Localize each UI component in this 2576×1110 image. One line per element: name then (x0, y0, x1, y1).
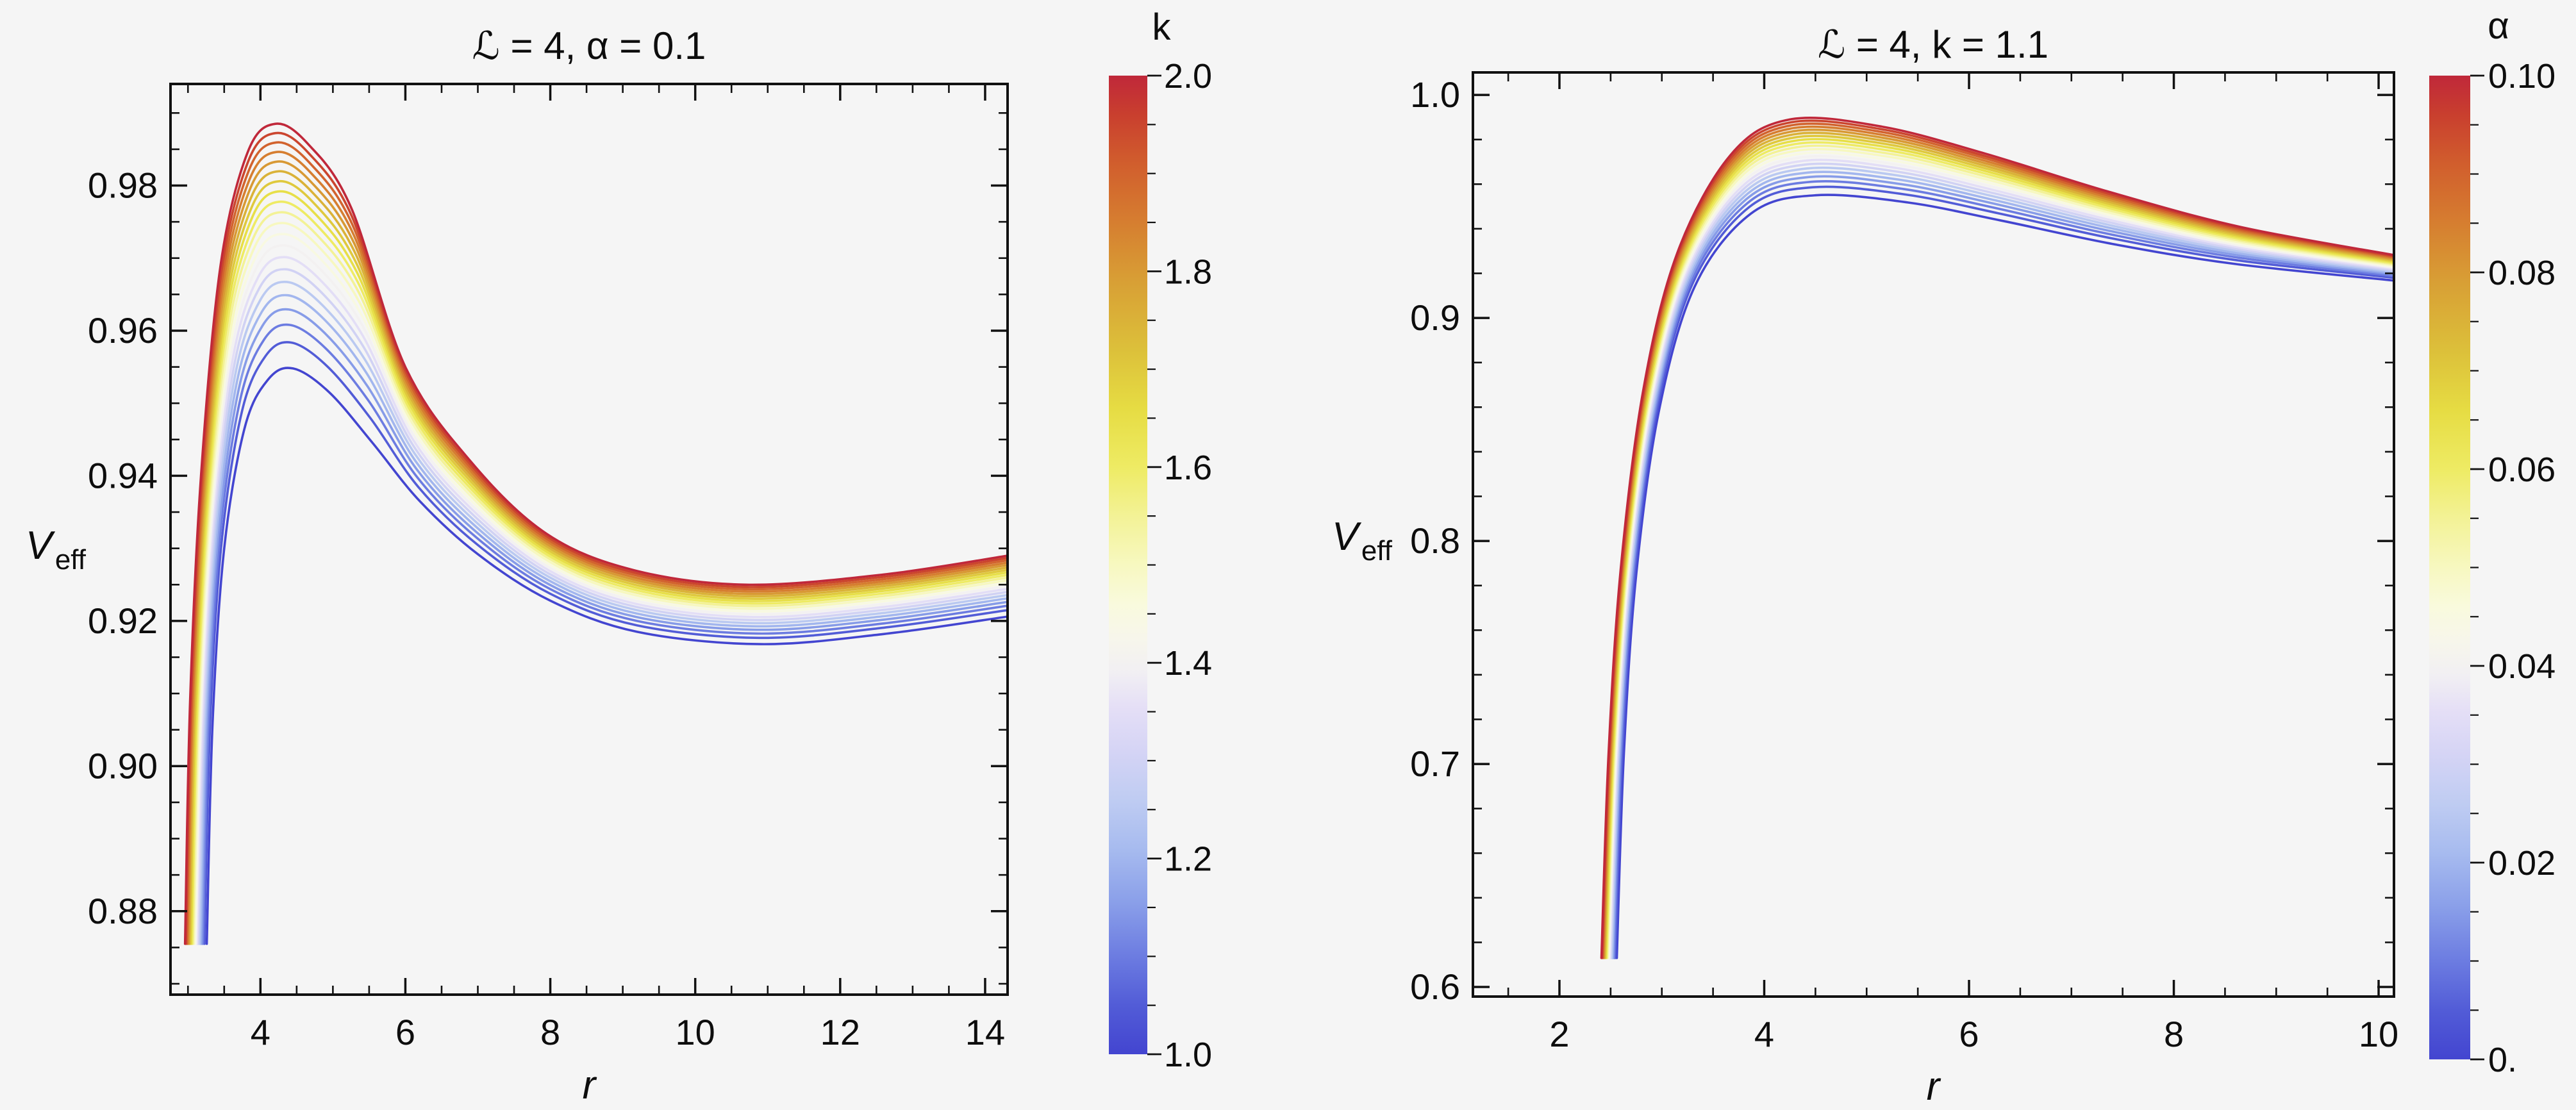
series-curve-k-1.25 (197, 280, 1008, 945)
series-curve-α-0.035 (1608, 158, 2394, 959)
left-y-axis-label: V eff (26, 524, 87, 576)
series-curve-k-1.9 (185, 141, 1008, 945)
left-x-axis-label: r (583, 1063, 597, 1107)
colorbar-tick-label: 0. (2488, 1041, 2517, 1079)
y-tick-label: 0.88 (88, 891, 158, 931)
left-y-axis-label-main: V (26, 524, 56, 568)
series-curve-α-0.02 (1611, 170, 2394, 959)
left-panel: ℒ = 4, α = 0.1 r V eff 4 6 8 10 12 14 0.88 0.90… (26, 6, 1212, 1107)
series-curve-α-0 (1615, 194, 2394, 959)
left-axis-tick-labels: 4 6 8 10 12 14 0.88 0.90 0.92 0.94 0.96 0.98 (88, 165, 1005, 1052)
left-legend-title: k (1152, 6, 1172, 48)
colorbar-tick-label: 0.08 (2488, 254, 2555, 292)
colorbar-tick-label: 2.0 (1164, 57, 1212, 95)
colorbar (1109, 76, 1147, 1054)
series-curve-k-1.4 (194, 244, 1008, 945)
y-tick-label: 1.0 (1410, 74, 1460, 115)
colorbar-tick-label: 0.10 (2488, 57, 2555, 95)
colorbar-tick-label: 1.0 (1164, 1036, 1212, 1074)
x-tick-label: 4 (1754, 1014, 1774, 1054)
x-tick-label: 10 (2359, 1014, 2398, 1054)
right-y-axis-label: V eff (1332, 515, 1393, 567)
series-curve-k-1.15 (200, 308, 1008, 945)
series-curve-k-1.95 (185, 131, 1008, 945)
x-tick-label: 10 (676, 1012, 715, 1052)
plot-frame (169, 83, 1009, 996)
right-y-axis-label-sub: eff (1361, 535, 1393, 567)
colorbar (2429, 76, 2470, 1059)
series-curve-α-0.1 (1600, 116, 2394, 959)
plot-frame (1472, 71, 2395, 998)
y-tick-label: 0.98 (88, 165, 158, 206)
x-tick-label: 6 (395, 1012, 415, 1052)
y-tick-label: 0.6 (1410, 966, 1460, 1007)
left-y-axis-label-sub: eff (55, 544, 87, 576)
y-tick-label: 0.90 (88, 745, 158, 786)
series-curve-α-0.04 (1608, 154, 2394, 959)
x-tick-label: 12 (820, 1012, 860, 1052)
series-curve-k-1.2 (199, 294, 1008, 945)
x-tick-label: 8 (2164, 1014, 2184, 1054)
right-plot-frame (1472, 71, 2395, 998)
x-tick-label: 2 (1549, 1014, 1569, 1054)
right-plot-title: ℒ = 4, k = 1.1 (1818, 23, 2048, 66)
series-curve-k-1.05 (203, 341, 1008, 945)
colorbar-tick-label: 1.8 (1164, 253, 1212, 291)
right-legend-title: α (2488, 5, 2509, 47)
left-plot-title: ℒ = 4, α = 0.1 (472, 24, 706, 67)
right-x-axis-label: r (1927, 1064, 1941, 1109)
right-panel: ℒ = 4, k = 1.1 r V eff 2 4 6 8 10 0.6 0.7 0.8 0.… (1332, 5, 2555, 1109)
series-curve-k-1.8 (187, 160, 1008, 945)
series-curve-α-0.015 (1611, 175, 2394, 959)
y-tick-label: 0.94 (88, 455, 158, 495)
y-tick-label: 0.92 (88, 601, 158, 641)
series-curve-k-1.1 (201, 323, 1008, 945)
x-tick-label: 4 (251, 1012, 270, 1052)
left-curve-family (183, 122, 1008, 945)
colorbar-tick-label: 0.02 (2488, 844, 2555, 882)
series-curve-k-1 (205, 367, 1008, 945)
series-curve-α-0.03 (1609, 162, 2394, 959)
series-curve-α-0.01 (1613, 179, 2394, 959)
colorbar-tick-label: 0.06 (2488, 451, 2555, 489)
right-curve-family (1600, 116, 2394, 959)
series-curve-k-2 (183, 122, 1008, 945)
left-colorbar-legend: 2.0 1.8 1.6 1.4 1.2 1.0 (1109, 57, 1212, 1074)
right-y-axis-label-main: V (1332, 515, 1362, 559)
right-colorbar-legend: 0.10 0.08 0.06 0.04 0.02 0. (2429, 57, 2555, 1079)
series-curve-α-0.045 (1607, 151, 2394, 959)
left-axis-ticks (170, 84, 1008, 995)
y-tick-label: 0.96 (88, 310, 158, 351)
y-tick-label: 0.9 (1410, 297, 1460, 338)
right-axis-tick-labels: 2 4 6 8 10 0.6 0.7 0.8 0.9 1.0 (1410, 74, 2398, 1054)
colorbar-tick-label: 1.6 (1164, 449, 1212, 487)
x-tick-label: 6 (1959, 1014, 1979, 1054)
series-curve-α-0.025 (1610, 166, 2394, 959)
left-plot-frame (169, 83, 1009, 996)
x-tick-label: 8 (540, 1012, 560, 1052)
colorbar-tick-label: 1.4 (1164, 644, 1212, 683)
colorbar-tick-label: 0.04 (2488, 647, 2555, 686)
y-tick-label: 0.7 (1410, 743, 1460, 784)
series-curve-k-1.45 (194, 233, 1008, 945)
series-curve-k-1.3 (197, 268, 1008, 945)
colorbar-tick-label: 1.2 (1164, 840, 1212, 879)
series-curve-α-0.05 (1606, 147, 2394, 959)
series-curve-α-0.005 (1614, 185, 2394, 959)
x-tick-label: 14 (965, 1012, 1005, 1052)
series-curve-k-1.35 (195, 256, 1008, 945)
series-curve-k-1.75 (188, 170, 1008, 945)
right-axis-ticks (1473, 72, 2394, 997)
y-tick-label: 0.8 (1410, 520, 1460, 561)
